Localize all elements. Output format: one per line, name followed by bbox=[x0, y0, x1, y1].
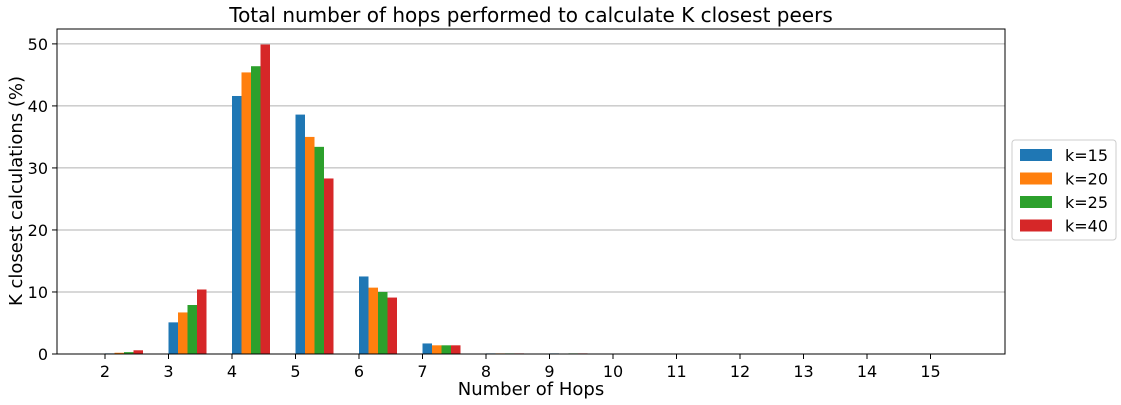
bar-k=15-3 bbox=[168, 322, 178, 354]
bar-k=25-3 bbox=[187, 305, 197, 354]
bars-layer bbox=[105, 44, 588, 355]
bar-k=20-6 bbox=[368, 287, 378, 354]
x-tick-label: 14 bbox=[857, 362, 877, 381]
x-tick-label: 10 bbox=[603, 362, 623, 381]
legend-label-k=20: k=20 bbox=[1065, 170, 1108, 189]
bar-k=40-3 bbox=[197, 289, 207, 354]
bar-k=15-5 bbox=[295, 114, 305, 354]
bar-k=25-6 bbox=[378, 291, 388, 354]
grid-layer bbox=[57, 43, 1005, 293]
bar-k=20-4 bbox=[241, 72, 251, 355]
bar-k=20-2 bbox=[114, 352, 124, 354]
bar-k=20-7 bbox=[432, 345, 442, 354]
legend-swatch-k=20 bbox=[1020, 172, 1052, 185]
x-tick-label: 11 bbox=[666, 362, 686, 381]
x-tick-label: 8 bbox=[481, 362, 491, 381]
x-tick-label: 9 bbox=[544, 362, 554, 381]
legend-swatch-k=40 bbox=[1020, 219, 1052, 232]
bar-k=25-4 bbox=[251, 66, 261, 354]
legend-swatch-k=15 bbox=[1020, 149, 1052, 161]
x-tick-label: 12 bbox=[730, 362, 750, 381]
bar-k=25-7 bbox=[441, 345, 451, 354]
bar-k=25-2 bbox=[124, 352, 134, 354]
x-tick-label: 15 bbox=[920, 362, 940, 381]
y-axis-label: K closest calculations (%) bbox=[6, 76, 27, 306]
x-tick-label: 2 bbox=[100, 362, 110, 381]
x-tick-label: 6 bbox=[354, 362, 364, 381]
x-tick-label: 7 bbox=[417, 362, 427, 381]
y-axis: 0 10 20 30 40 50 bbox=[28, 35, 57, 364]
y-tick-label: 20 bbox=[28, 221, 48, 240]
bar-k=40-5 bbox=[324, 178, 334, 354]
legend-label-k=15: k=15 bbox=[1065, 146, 1108, 165]
plot-frame bbox=[56, 28, 1006, 355]
x-tick-label: 5 bbox=[290, 362, 300, 381]
legend-label-k=40: k=40 bbox=[1065, 217, 1108, 236]
y-tick-label: 50 bbox=[28, 35, 48, 54]
x-tick-label: 4 bbox=[227, 362, 237, 381]
bar-k=40-7 bbox=[451, 345, 461, 354]
x-axis: 2 3 4 5 6 7 8 9 10 11 12 13 14 15 bbox=[100, 354, 941, 381]
bar-k=40-6 bbox=[387, 297, 397, 354]
legend-label-k=25: k=25 bbox=[1065, 193, 1108, 212]
bar-k=25-5 bbox=[314, 146, 324, 354]
x-axis-label: Number of Hops bbox=[458, 379, 604, 400]
legend-frame bbox=[1011, 139, 1117, 241]
y-tick-label: 0 bbox=[38, 345, 48, 364]
bar-k=40-4 bbox=[260, 44, 270, 354]
bar-k=20-3 bbox=[178, 312, 188, 354]
bar-k=40-2 bbox=[133, 350, 143, 354]
y-tick-label: 10 bbox=[28, 283, 48, 302]
y-tick-label: 30 bbox=[28, 159, 48, 178]
chart-title: Total number of hops performed to calcul… bbox=[228, 3, 833, 27]
legend-swatch-k=25 bbox=[1020, 196, 1052, 208]
x-tick-label: 13 bbox=[793, 362, 813, 381]
bar-k=15-6 bbox=[359, 276, 369, 354]
y-tick-label: 40 bbox=[28, 97, 48, 116]
bar-k=20-5 bbox=[305, 136, 315, 354]
bar-k=15-4 bbox=[232, 95, 242, 354]
x-tick-label: 3 bbox=[163, 362, 173, 381]
bar-k=15-7 bbox=[422, 343, 432, 354]
legend: k=15 k=20 k=25 k=40 bbox=[1011, 139, 1117, 241]
